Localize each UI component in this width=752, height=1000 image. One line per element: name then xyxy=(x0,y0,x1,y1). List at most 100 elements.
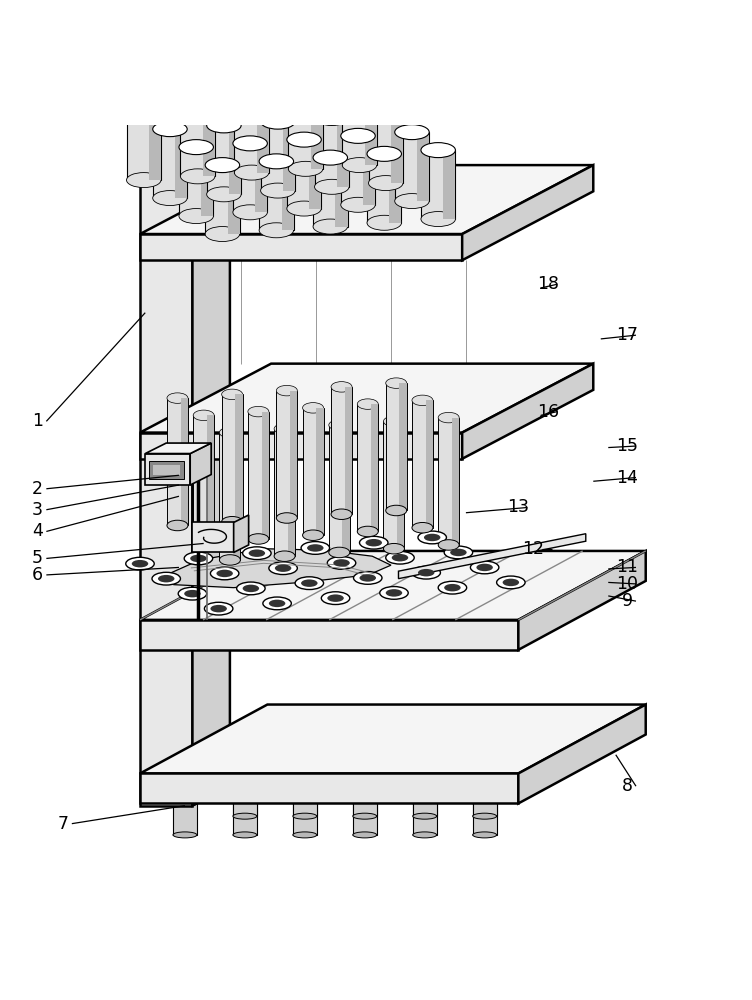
Polygon shape xyxy=(256,104,269,173)
Ellipse shape xyxy=(276,385,297,396)
Polygon shape xyxy=(293,803,317,835)
Ellipse shape xyxy=(205,158,240,173)
Ellipse shape xyxy=(421,212,456,227)
Ellipse shape xyxy=(359,574,376,582)
Polygon shape xyxy=(390,154,402,223)
Polygon shape xyxy=(259,161,293,230)
Ellipse shape xyxy=(413,782,437,788)
Polygon shape xyxy=(193,522,234,552)
Polygon shape xyxy=(167,398,188,525)
Ellipse shape xyxy=(288,161,323,176)
Polygon shape xyxy=(371,404,378,531)
Ellipse shape xyxy=(207,118,241,133)
Polygon shape xyxy=(421,150,456,219)
Ellipse shape xyxy=(274,551,295,561)
Text: 9: 9 xyxy=(621,592,632,610)
Ellipse shape xyxy=(205,602,233,615)
Polygon shape xyxy=(140,551,646,620)
Ellipse shape xyxy=(295,577,323,590)
Polygon shape xyxy=(335,158,347,227)
Ellipse shape xyxy=(502,579,519,586)
Polygon shape xyxy=(235,104,269,173)
Ellipse shape xyxy=(395,125,429,140)
Ellipse shape xyxy=(287,132,321,147)
Polygon shape xyxy=(331,387,352,514)
Ellipse shape xyxy=(438,412,459,423)
Ellipse shape xyxy=(496,576,525,589)
Polygon shape xyxy=(193,140,230,806)
Ellipse shape xyxy=(473,832,496,838)
Ellipse shape xyxy=(190,555,207,562)
Polygon shape xyxy=(233,143,268,212)
Ellipse shape xyxy=(392,554,408,561)
Text: 1: 1 xyxy=(32,412,43,430)
Ellipse shape xyxy=(386,505,407,516)
Polygon shape xyxy=(399,383,407,510)
Ellipse shape xyxy=(222,389,243,400)
Text: 11: 11 xyxy=(616,558,638,576)
Ellipse shape xyxy=(353,813,377,819)
Polygon shape xyxy=(293,785,317,816)
Ellipse shape xyxy=(126,104,161,119)
Ellipse shape xyxy=(288,92,323,107)
Text: 4: 4 xyxy=(32,522,43,540)
Ellipse shape xyxy=(217,570,233,577)
Ellipse shape xyxy=(353,800,377,806)
Ellipse shape xyxy=(243,547,271,560)
Polygon shape xyxy=(179,147,214,216)
Ellipse shape xyxy=(418,569,435,576)
Ellipse shape xyxy=(274,424,295,434)
Ellipse shape xyxy=(477,564,493,571)
Ellipse shape xyxy=(412,522,433,533)
Text: 5: 5 xyxy=(32,549,43,567)
Ellipse shape xyxy=(341,128,375,143)
Polygon shape xyxy=(145,443,211,454)
Ellipse shape xyxy=(444,584,461,591)
Ellipse shape xyxy=(413,832,437,838)
Text: 17: 17 xyxy=(616,326,638,344)
Ellipse shape xyxy=(220,427,241,438)
Polygon shape xyxy=(222,394,243,522)
Ellipse shape xyxy=(331,382,352,392)
Polygon shape xyxy=(462,364,593,459)
Ellipse shape xyxy=(237,582,265,595)
Polygon shape xyxy=(149,461,184,479)
Ellipse shape xyxy=(293,832,317,838)
Ellipse shape xyxy=(211,567,239,580)
Ellipse shape xyxy=(368,107,403,122)
Polygon shape xyxy=(234,515,249,552)
Text: 12: 12 xyxy=(523,540,544,558)
Polygon shape xyxy=(311,100,323,169)
Ellipse shape xyxy=(342,89,377,104)
Polygon shape xyxy=(153,129,187,198)
Polygon shape xyxy=(367,154,402,223)
Polygon shape xyxy=(175,129,187,198)
Polygon shape xyxy=(193,415,214,543)
Ellipse shape xyxy=(359,536,388,549)
Ellipse shape xyxy=(413,800,437,806)
Ellipse shape xyxy=(180,100,215,115)
Ellipse shape xyxy=(152,572,180,585)
Polygon shape xyxy=(274,429,295,556)
Ellipse shape xyxy=(353,782,377,788)
Ellipse shape xyxy=(386,378,407,388)
Ellipse shape xyxy=(193,410,214,421)
Polygon shape xyxy=(233,785,257,816)
Ellipse shape xyxy=(126,173,161,188)
Ellipse shape xyxy=(173,800,197,806)
Polygon shape xyxy=(203,107,215,176)
Ellipse shape xyxy=(321,592,350,605)
Ellipse shape xyxy=(287,201,321,216)
Text: 14: 14 xyxy=(616,469,638,487)
Ellipse shape xyxy=(368,176,403,191)
Ellipse shape xyxy=(261,114,295,129)
Polygon shape xyxy=(353,785,377,816)
Polygon shape xyxy=(140,433,462,459)
Ellipse shape xyxy=(307,544,323,552)
Ellipse shape xyxy=(222,516,243,527)
Ellipse shape xyxy=(367,146,402,161)
Ellipse shape xyxy=(274,564,291,572)
Ellipse shape xyxy=(473,782,496,788)
Ellipse shape xyxy=(329,547,350,558)
Ellipse shape xyxy=(413,813,437,819)
